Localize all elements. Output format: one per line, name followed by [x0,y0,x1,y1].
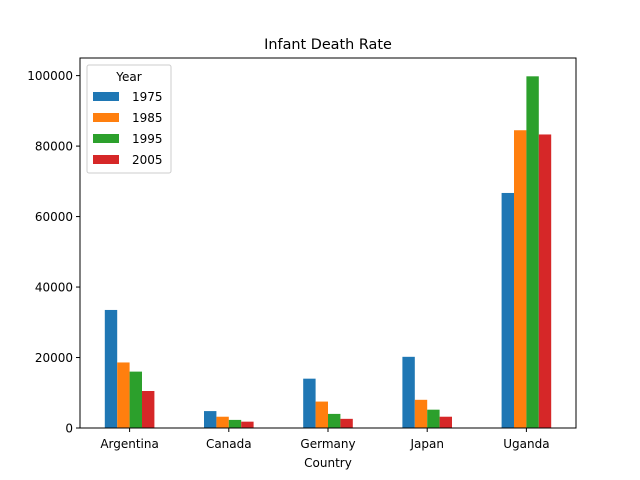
x-tick-label: Argentina [100,437,159,451]
bar-1985-uganda [514,130,527,429]
legend-swatch-1975 [93,92,119,101]
legend-label-1975: 1975 [132,90,163,104]
legend-swatch-1995 [93,134,119,143]
x-tick-label: Japan [409,437,443,451]
bar-2005-uganda [538,134,552,428]
bar-1995-uganda [526,76,539,428]
plot-frame [79,57,577,429]
x-tick-label: Germany [300,437,355,451]
legend-swatch-2005 [93,155,119,164]
bar-1975-argentina [104,309,118,428]
y-tick-label: 20000 [35,351,73,365]
bar-1985-germany [315,401,328,428]
legend-label-1995: 1995 [132,132,163,146]
y-axis-ticks: 0 20000 40000 60000 80000 100000 [27,69,80,436]
y-tick-label: 60000 [35,210,73,224]
x-axis-label: Country [304,456,352,470]
bar-1985-argentina [117,362,130,428]
bar-1975-japan [402,356,415,428]
legend: Year 1975 1985 1995 2005 [86,64,172,174]
bar-2005-canada [241,421,254,428]
bar-1975-canada [204,411,217,428]
x-tick-label: Canada [206,437,252,451]
bar-1995-japan [427,409,440,428]
legend-label-2005: 2005 [132,153,163,167]
y-tick-label: 0 [65,422,73,436]
bar-1975-uganda [501,192,514,428]
legend-title: Year [115,70,141,84]
legend-swatch-1985 [93,113,119,122]
chart-title: Infant Death Rate [264,37,392,53]
bar-2005-germany [340,418,353,428]
legend-label-1985: 1985 [132,111,163,125]
bar-1995-argentina [129,371,142,428]
y-tick-label: 80000 [35,140,73,154]
bar-2005-argentina [142,391,155,428]
x-tick-label: Uganda [503,437,549,451]
bar-1975-germany [303,378,316,428]
bar-1985-canada [216,416,229,428]
bar-2005-japan [439,416,452,428]
bar-1995-germany [328,413,341,428]
bar-1995-canada [228,419,242,428]
y-tick-label: 100000 [27,69,73,83]
y-tick-label: 40000 [35,281,73,295]
bars-group [104,76,552,429]
x-axis-ticks: Argentina Canada Germany Japan Uganda [100,428,550,451]
bar-1985-japan [414,399,428,428]
